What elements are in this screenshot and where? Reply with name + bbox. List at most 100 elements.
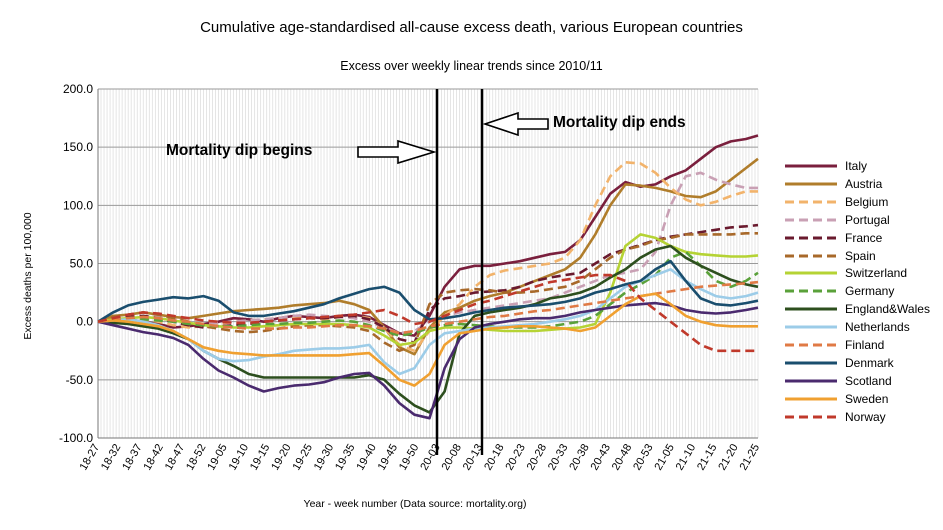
legend-label: Spain bbox=[845, 248, 876, 263]
x-tick-label: 18-52 bbox=[184, 442, 208, 472]
legend-label: Norway bbox=[845, 409, 886, 424]
legend-swatch bbox=[785, 325, 837, 329]
x-tick-label: 19-20 bbox=[269, 442, 293, 472]
legend-item: Sweden bbox=[783, 391, 943, 409]
legend-label: Denmark bbox=[845, 355, 894, 370]
legend-item: France bbox=[783, 230, 943, 248]
legend-swatch bbox=[785, 236, 837, 240]
y-tick-label: -50.0 bbox=[66, 373, 94, 387]
series-line-switzerland bbox=[97, 233, 759, 347]
legend-item: Italy bbox=[783, 158, 943, 176]
x-tick-label: 18-32 bbox=[99, 442, 123, 472]
x-tick-label: 20-08 bbox=[440, 442, 464, 472]
legend-swatch bbox=[785, 218, 837, 222]
legend-swatch bbox=[785, 397, 837, 401]
y-tick-labels: 200.0 150.0 100.0 50.0 0.0 -50.0 -100.0 bbox=[59, 82, 93, 445]
series-line-denmark bbox=[97, 259, 759, 323]
y-tick-label: 0.0 bbox=[76, 315, 93, 329]
x-tick-label: 20-28 bbox=[525, 442, 549, 472]
chart-axes bbox=[97, 89, 758, 439]
legend-item: Scotland bbox=[783, 373, 943, 391]
x-tick-label: 19-40 bbox=[354, 442, 378, 472]
legend-item: Germany bbox=[783, 283, 943, 301]
legend-label: Germany bbox=[845, 284, 895, 299]
x-tick-label: 19-35 bbox=[333, 442, 357, 472]
x-tick-label: 21-15 bbox=[695, 442, 719, 472]
y-tick-label: 200.0 bbox=[63, 82, 93, 96]
legend-swatch bbox=[785, 164, 837, 168]
chart-title: Cumulative age-standardised all-cause ex… bbox=[200, 19, 743, 36]
legend-label: Finland bbox=[845, 338, 885, 352]
x-tick-label: 20-53 bbox=[631, 442, 655, 472]
legend-swatch bbox=[785, 307, 837, 311]
series-line-norway bbox=[97, 273, 758, 353]
legend-item: Austria bbox=[783, 176, 943, 194]
y-tick-label: 150.0 bbox=[63, 140, 93, 154]
annotation-dip-ends: Mortality dip ends bbox=[553, 114, 686, 131]
y-tick-label: -100.0 bbox=[59, 431, 93, 445]
x-tick-label: 20-33 bbox=[546, 442, 570, 472]
series-line-scotland bbox=[97, 301, 759, 420]
series-lines bbox=[97, 134, 759, 420]
x-tick-label: 18-47 bbox=[163, 442, 187, 472]
arrow-left-icon bbox=[482, 111, 549, 137]
annotation-markers bbox=[357, 89, 549, 455]
y-tick-label: 50.0 bbox=[70, 257, 94, 271]
x-tick-label: 18-42 bbox=[142, 442, 166, 472]
legend-label: Austria bbox=[845, 176, 883, 191]
legend-label: Portugal bbox=[845, 212, 890, 227]
legend-label: Netherlands bbox=[845, 320, 910, 335]
series-line-sweden bbox=[97, 292, 758, 387]
legend-item: Netherlands bbox=[783, 319, 943, 337]
legend-item: Finland bbox=[783, 337, 943, 355]
x-tick-label: 21-10 bbox=[674, 442, 698, 472]
legend-swatch bbox=[785, 343, 837, 347]
annotation-dip-begins: Mortality dip begins bbox=[166, 142, 313, 159]
legend-item: Norway bbox=[783, 409, 943, 427]
x-tick-label: 21-05 bbox=[652, 442, 676, 472]
legend-swatch bbox=[785, 271, 837, 275]
x-tick-label: 20-38 bbox=[567, 442, 591, 472]
x-tick-label: 19-10 bbox=[227, 442, 251, 472]
x-tick-label: 19-05 bbox=[205, 442, 229, 472]
legend-label: England&Wales bbox=[845, 302, 930, 317]
chart-subtitle: Excess over weekly linear trends since 2… bbox=[340, 59, 603, 73]
legend-swatch bbox=[785, 200, 837, 204]
x-tick-label: 19-25 bbox=[291, 442, 315, 472]
series-line-spain bbox=[97, 232, 758, 353]
arrow-right-icon bbox=[357, 139, 437, 165]
x-tick-label: 20-18 bbox=[482, 442, 506, 472]
legend-label: Switzerland bbox=[845, 266, 908, 281]
legend-item: Switzerland bbox=[783, 265, 943, 283]
x-tick-label: 20-43 bbox=[589, 442, 613, 472]
legend-item: Portugal bbox=[783, 212, 943, 230]
y-tick-label: 100.0 bbox=[63, 198, 93, 212]
legend-swatch bbox=[785, 182, 837, 186]
x-tick-label: 19-50 bbox=[397, 442, 421, 472]
series-line-italy bbox=[97, 134, 759, 337]
legend-item: Belgium bbox=[783, 194, 943, 212]
x-tick-labels: 18-2718-3218-3718-4218-4718-5219-0519-10… bbox=[78, 442, 762, 472]
series-line-austria bbox=[97, 157, 759, 356]
legend-swatch bbox=[785, 379, 837, 383]
legend-label: Belgium bbox=[845, 194, 889, 209]
x-tick-label: 21-25 bbox=[738, 442, 762, 472]
legend-swatch bbox=[785, 289, 837, 293]
x-tick-label: 19-30 bbox=[312, 442, 336, 472]
legend-item: Spain bbox=[783, 248, 943, 266]
legend-item: England&Wales bbox=[783, 301, 943, 319]
legend-swatch bbox=[785, 254, 837, 257]
x-tick-label: 18-27 bbox=[78, 442, 102, 472]
x-tick-label: 20-23 bbox=[503, 442, 527, 472]
legend-item: Denmark bbox=[783, 355, 943, 373]
legend-label: Italy bbox=[845, 159, 868, 173]
legend-swatch bbox=[785, 361, 837, 365]
x-tick-label: 18-37 bbox=[120, 442, 144, 472]
series-line-netherlands bbox=[97, 268, 759, 376]
legend-swatch bbox=[785, 415, 837, 419]
x-tick-label: 20-48 bbox=[610, 442, 634, 472]
legend-label: Scotland bbox=[845, 373, 892, 388]
legend-label: France bbox=[845, 230, 883, 245]
y-axis-label: Excess deaths per 100,000 bbox=[22, 212, 34, 340]
